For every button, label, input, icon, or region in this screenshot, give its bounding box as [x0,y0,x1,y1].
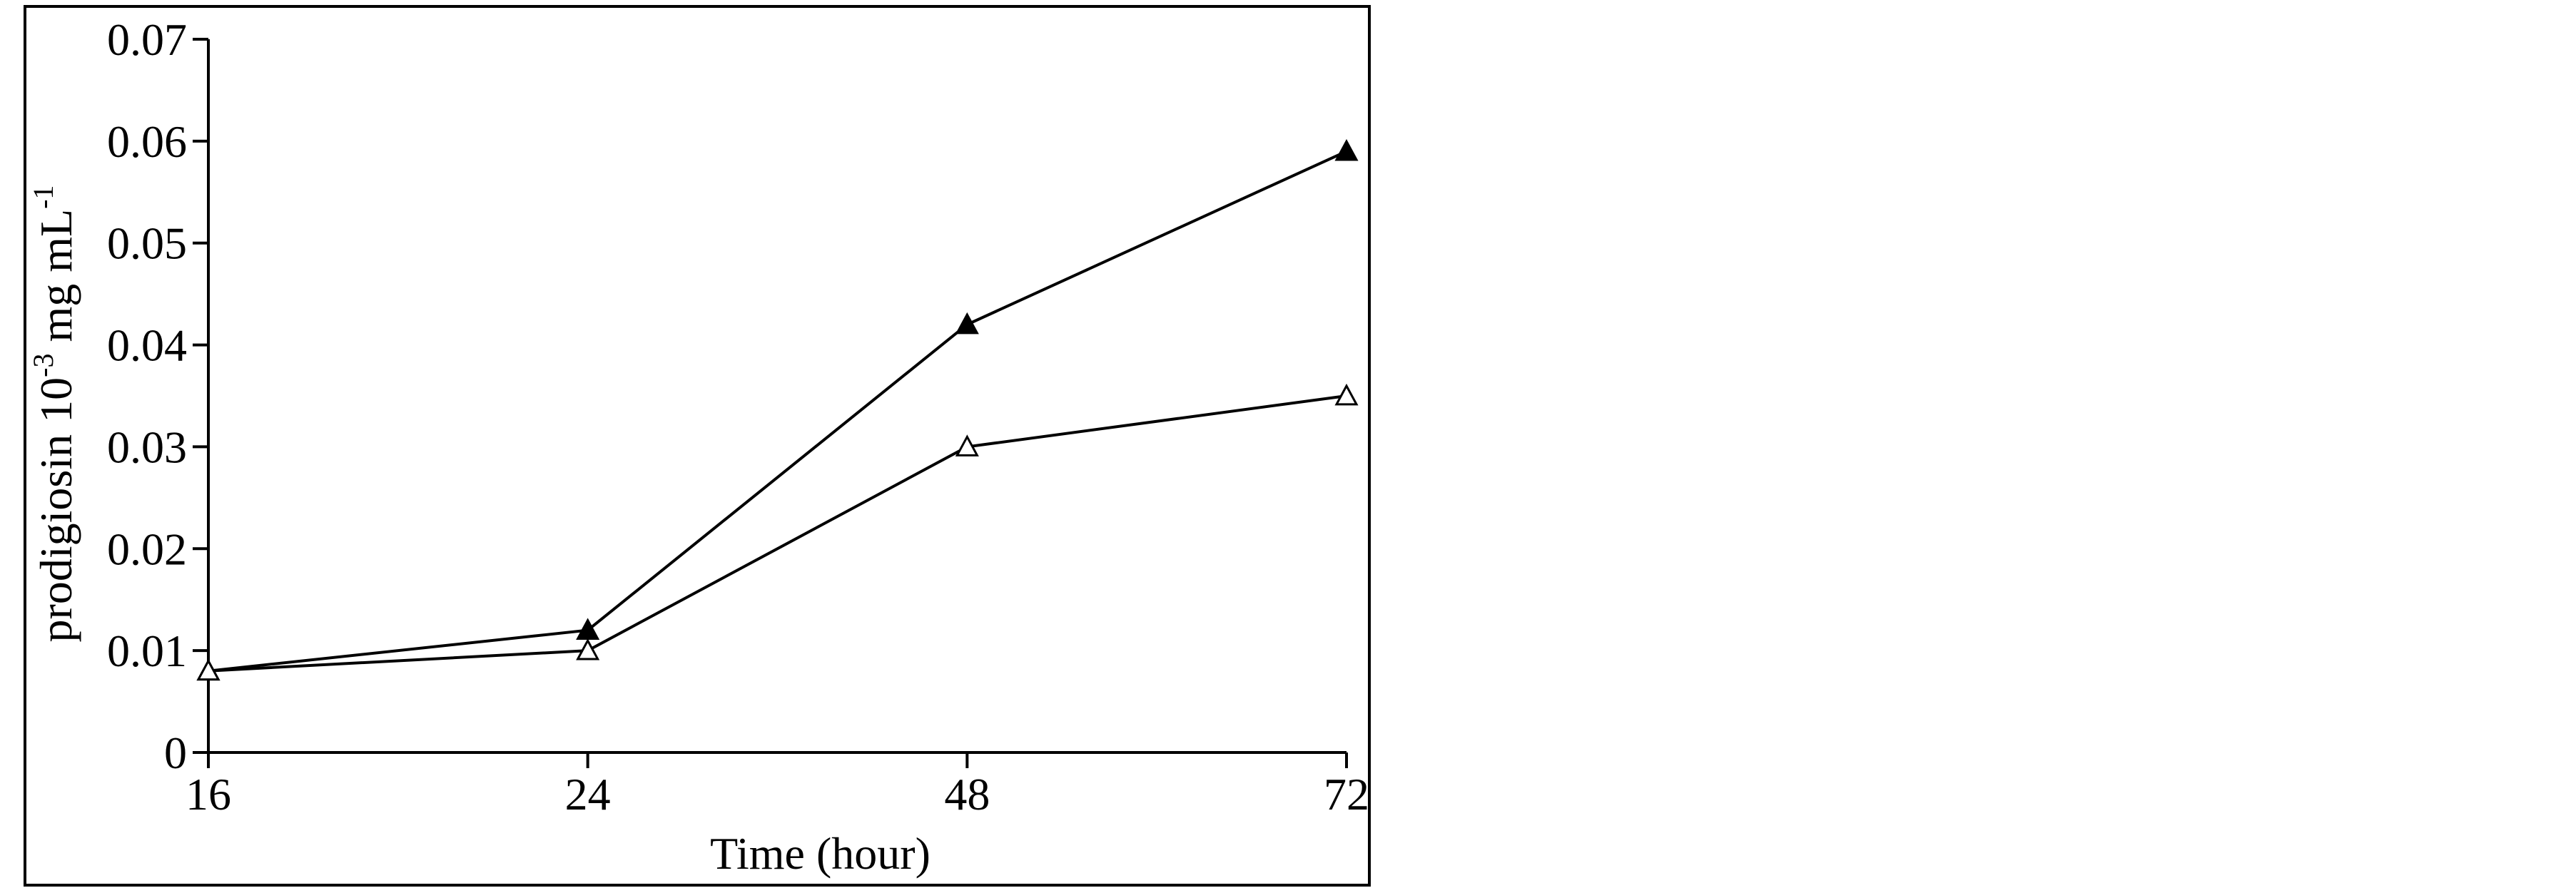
series-1 [196,138,1359,681]
y-axis-title: prodigiosin 10-3 mg mL-1 [27,185,81,643]
y-tick-label: 0.02 [107,524,187,574]
series-layer [196,138,1359,681]
y-tick-label: 0.03 [107,422,187,472]
y-axis-title-mid: mg mL [31,209,81,354]
x-tick-label: 24 [565,769,611,820]
y-axis-title-exponent-1: -3 [27,354,59,377]
series-2 [196,383,1359,681]
y-tick-label: 0.06 [107,116,187,167]
x-axis-title: Time (hour) [710,828,930,879]
x-tick-label: 48 [944,769,990,820]
chart-frame [24,5,1371,887]
series-line [208,150,1347,673]
x-axis-ticks: 16 24 48 72 [186,752,1369,820]
data-point [196,658,220,681]
series-line [208,394,1347,673]
data-point [1334,383,1359,406]
x-tick-label: 16 [186,769,231,820]
y-tick-label: 0.01 [107,626,187,676]
axes [207,39,1347,754]
data-point [955,312,979,335]
y-axis-title-base: prodigiosin 10 [31,377,81,643]
data-point [1334,138,1359,161]
x-tick-label: 72 [1324,769,1369,820]
y-tick-label: 0.04 [107,320,187,371]
y-axis-ticks: 0 0.01 0.02 0.03 0.04 0.05 0.06 0.07 [107,14,208,778]
y-tick-label: 0 [164,728,187,778]
y-tick-label: 0.05 [107,218,187,269]
y-axis-title-exponent-2: -1 [27,185,59,209]
data-point [576,638,600,660]
data-point [955,434,979,456]
y-tick-label: 0.07 [107,14,187,65]
